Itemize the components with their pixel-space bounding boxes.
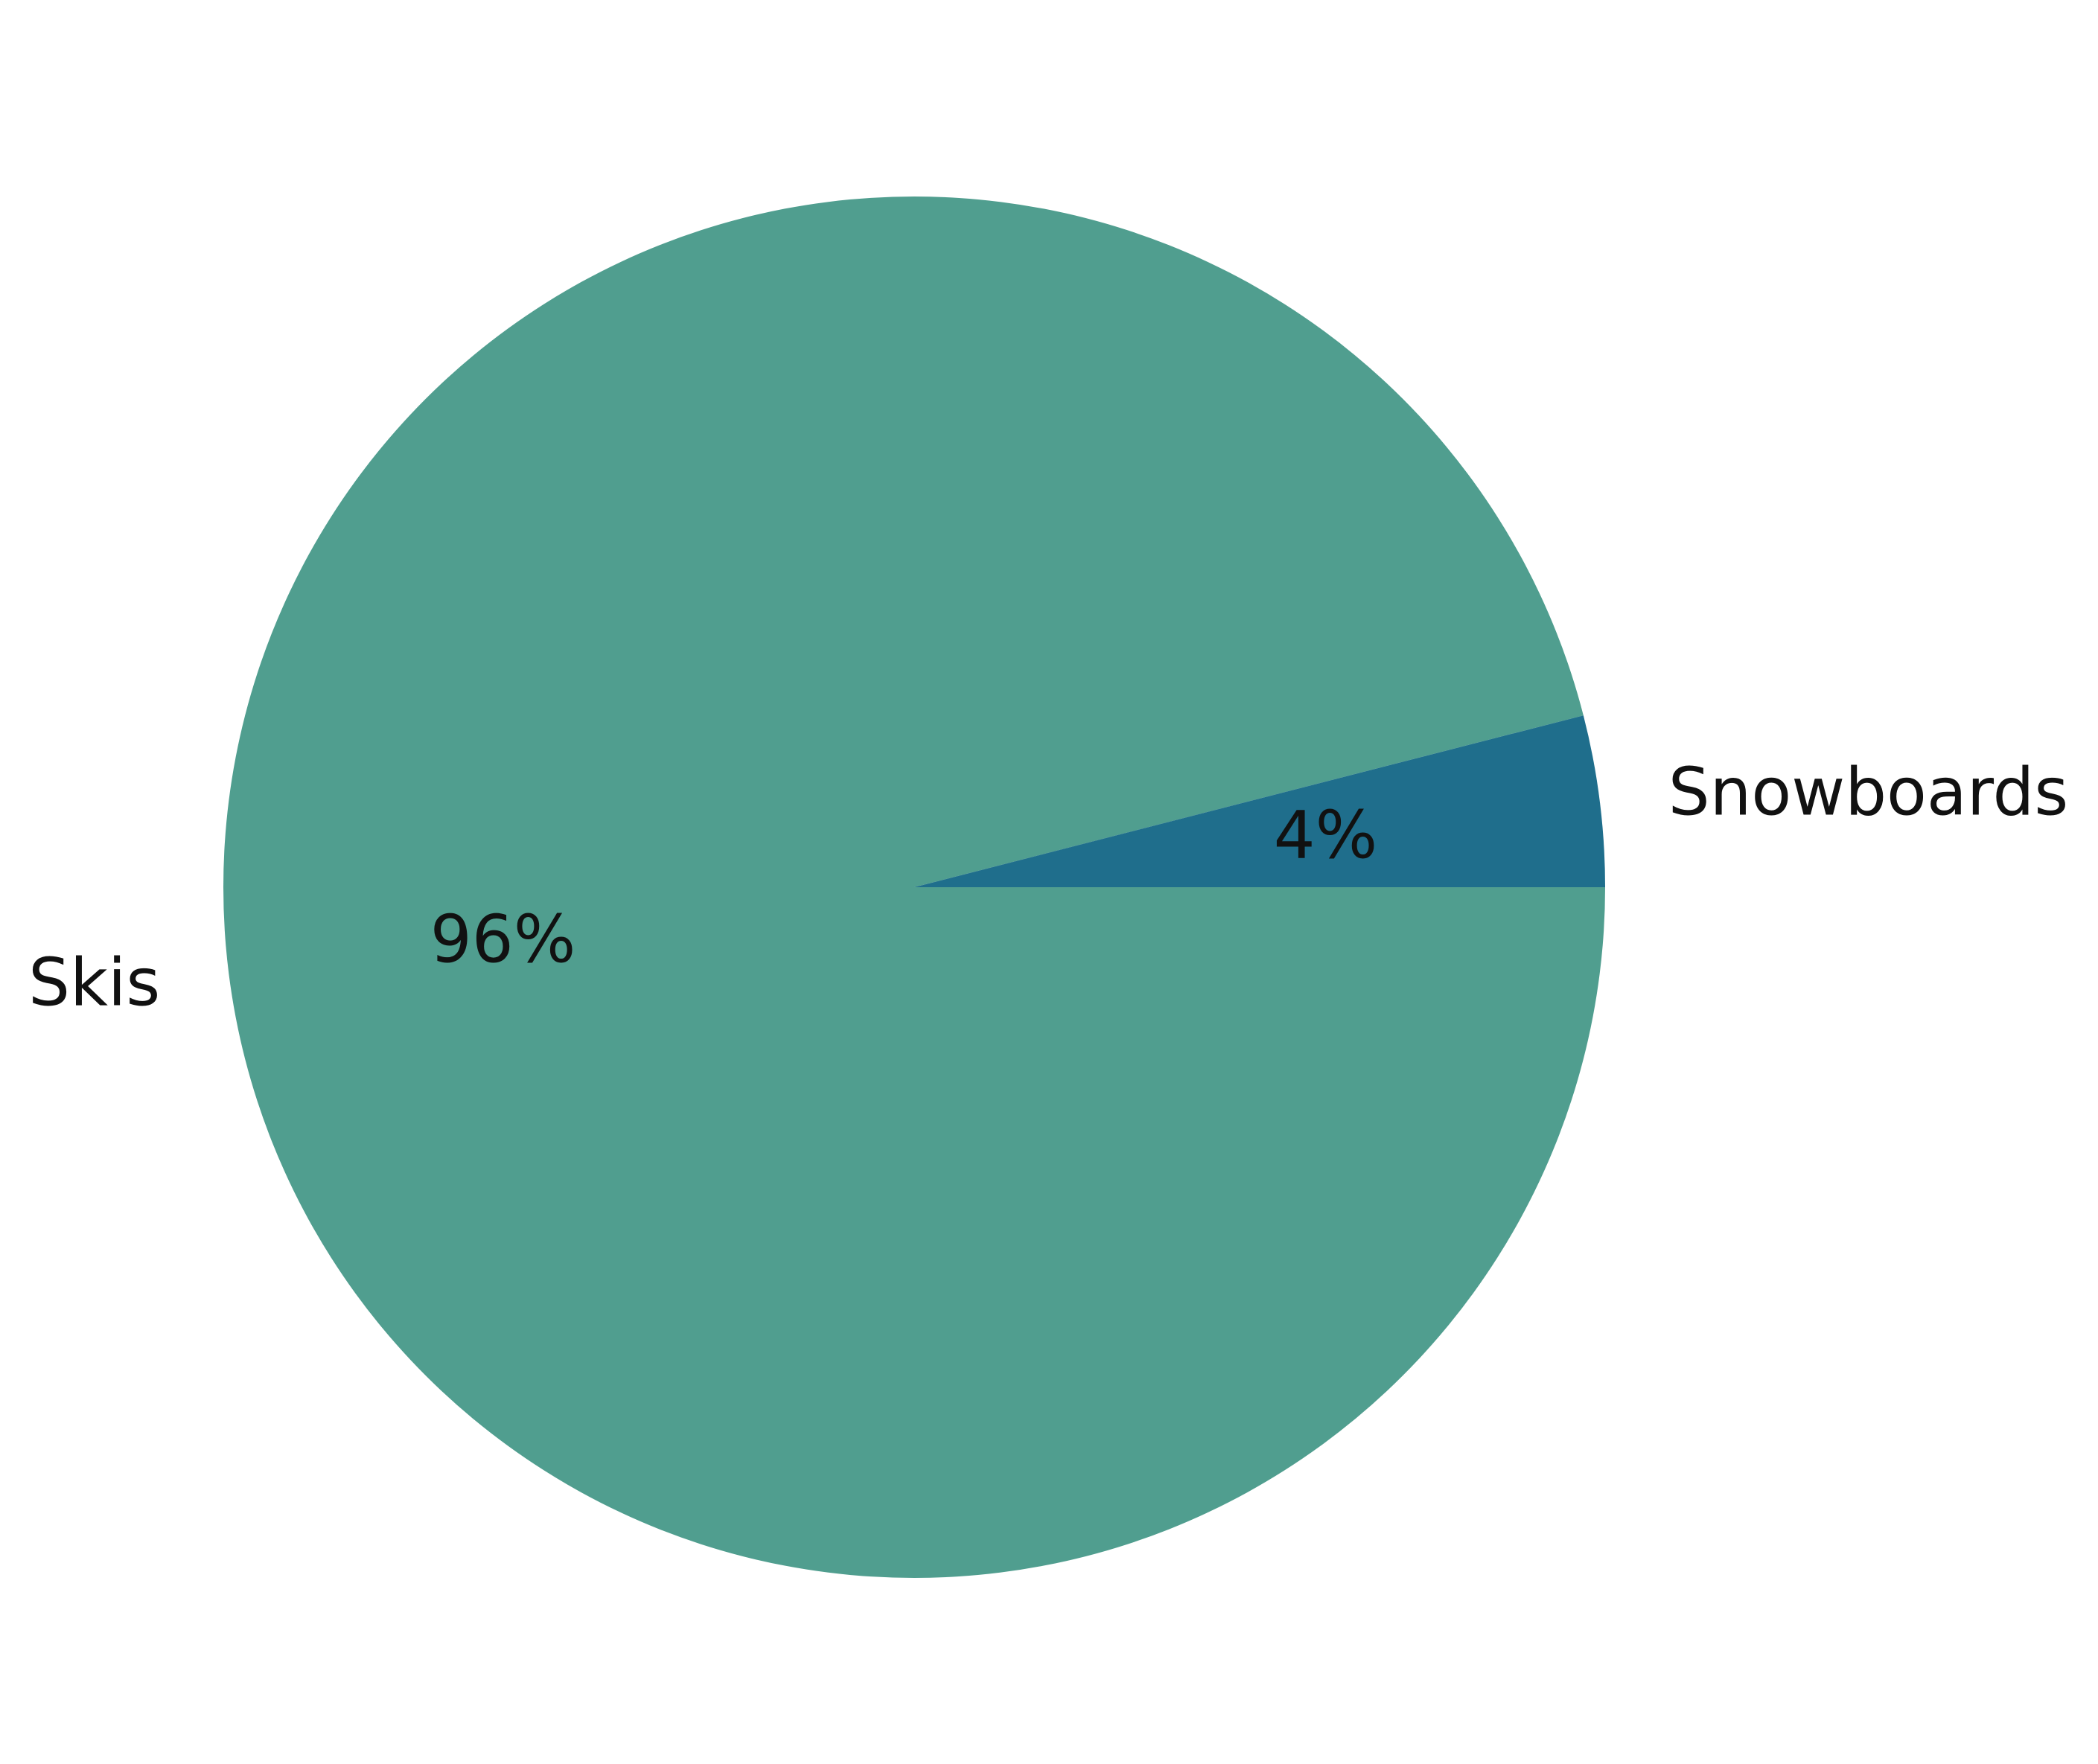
pie-slices [223,196,1606,1578]
slice-label-skis: Skis [28,944,160,1020]
pie-slice-skis [223,196,1606,1578]
pie-labels: 96% Skis 4% Snowboards [28,754,2068,1021]
pie-slice-snowboards [914,715,1605,887]
pct-label-snowboards: 4% [1274,797,1378,874]
pct-label-skis: 96% [430,901,576,977]
slice-label-snowboards: Snowboards [1668,754,2068,831]
